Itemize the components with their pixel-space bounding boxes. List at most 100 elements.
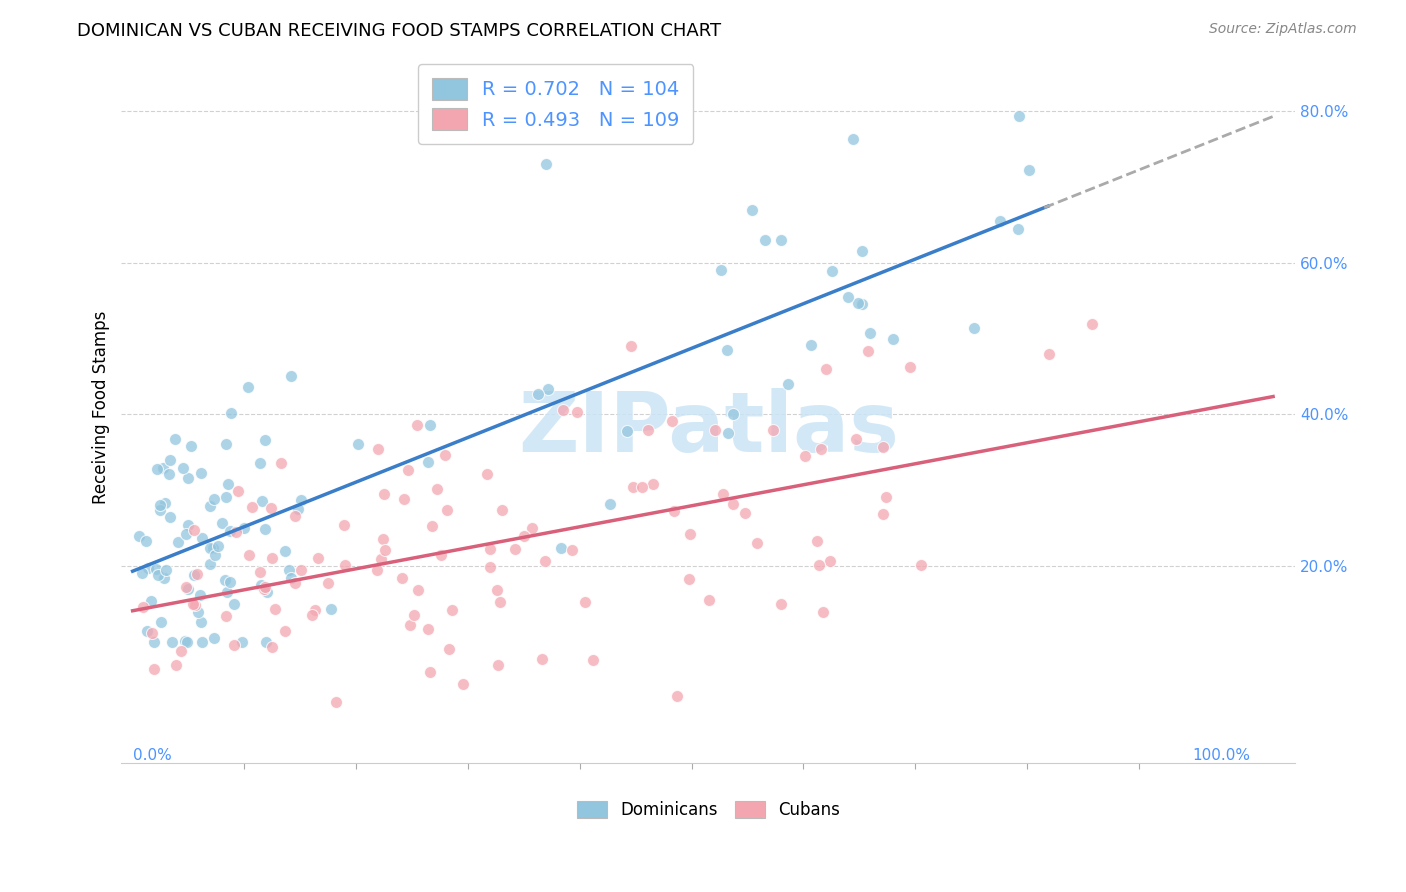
Point <box>280 571 302 585</box>
Point <box>253 582 276 597</box>
Point <box>333 518 356 533</box>
Point <box>811 605 834 619</box>
Point <box>419 665 441 680</box>
Point <box>174 633 197 648</box>
Point <box>211 516 233 530</box>
Point <box>520 521 543 535</box>
Text: Source: ZipAtlas.com: Source: ZipAtlas.com <box>1209 22 1357 37</box>
Point <box>420 518 443 533</box>
Point <box>170 644 193 658</box>
Text: 100.0%: 100.0% <box>1192 748 1251 764</box>
Point <box>512 529 534 543</box>
Point <box>219 406 242 420</box>
Point <box>333 558 356 572</box>
Point <box>219 575 242 590</box>
Point <box>963 321 986 335</box>
Point <box>489 595 512 609</box>
Point <box>180 439 202 453</box>
Point <box>264 602 287 616</box>
Point <box>574 594 596 608</box>
Point <box>200 541 222 555</box>
Point <box>157 467 180 481</box>
Point <box>165 432 187 446</box>
Point <box>898 359 921 374</box>
Point <box>858 343 880 358</box>
Point <box>778 377 800 392</box>
Point <box>806 533 828 548</box>
Point <box>436 502 458 516</box>
Point <box>217 476 239 491</box>
Point <box>135 624 157 638</box>
Point <box>249 565 271 579</box>
Point <box>232 521 254 535</box>
Point <box>396 463 419 477</box>
Point <box>643 477 665 491</box>
Point <box>439 642 461 657</box>
Point <box>710 262 733 277</box>
Point <box>215 490 238 504</box>
Point <box>253 522 276 536</box>
Point <box>284 509 307 524</box>
Point <box>319 602 342 616</box>
Point <box>910 558 932 572</box>
Point <box>551 403 574 417</box>
Point <box>536 157 558 171</box>
Point <box>416 622 439 636</box>
Point <box>872 441 894 455</box>
Point <box>188 588 211 602</box>
Point <box>325 696 347 710</box>
Legend: Dominicans, Cubans: Dominicans, Cubans <box>571 795 846 826</box>
Point <box>145 561 167 575</box>
Point <box>202 492 225 507</box>
Point <box>153 495 176 509</box>
Point <box>770 598 793 612</box>
Point <box>807 558 830 572</box>
Point <box>177 582 200 597</box>
Point <box>290 564 312 578</box>
Point <box>851 297 873 311</box>
Point <box>845 432 868 446</box>
Point <box>270 456 292 470</box>
Point <box>527 386 550 401</box>
Point <box>155 563 177 577</box>
Point <box>176 527 198 541</box>
Point <box>142 635 165 649</box>
Point <box>159 453 181 467</box>
Point <box>254 635 277 649</box>
Point <box>150 615 173 630</box>
Point <box>160 635 183 649</box>
Point <box>177 518 200 533</box>
Point <box>152 461 174 475</box>
Point <box>485 582 508 597</box>
Point <box>637 423 659 437</box>
Point <box>287 502 309 516</box>
Point <box>238 548 260 562</box>
Point <box>370 552 392 566</box>
Point <box>821 263 844 277</box>
Point <box>290 493 312 508</box>
Point <box>374 543 396 558</box>
Point <box>717 426 740 441</box>
Point <box>200 557 222 571</box>
Point <box>186 567 208 582</box>
Point <box>224 639 246 653</box>
Point <box>434 448 457 462</box>
Point <box>882 332 904 346</box>
Point <box>405 418 427 433</box>
Point <box>183 524 205 538</box>
Point <box>256 585 278 599</box>
Point <box>167 534 190 549</box>
Point <box>249 456 271 470</box>
Point <box>419 417 441 432</box>
Point <box>253 580 276 594</box>
Point <box>238 380 260 394</box>
Point <box>132 599 155 614</box>
Point <box>177 471 200 485</box>
Point <box>723 407 745 421</box>
Point <box>582 652 605 666</box>
Point <box>734 506 756 520</box>
Point <box>146 567 169 582</box>
Point <box>842 132 865 146</box>
Point <box>810 442 832 456</box>
Point <box>260 500 283 515</box>
